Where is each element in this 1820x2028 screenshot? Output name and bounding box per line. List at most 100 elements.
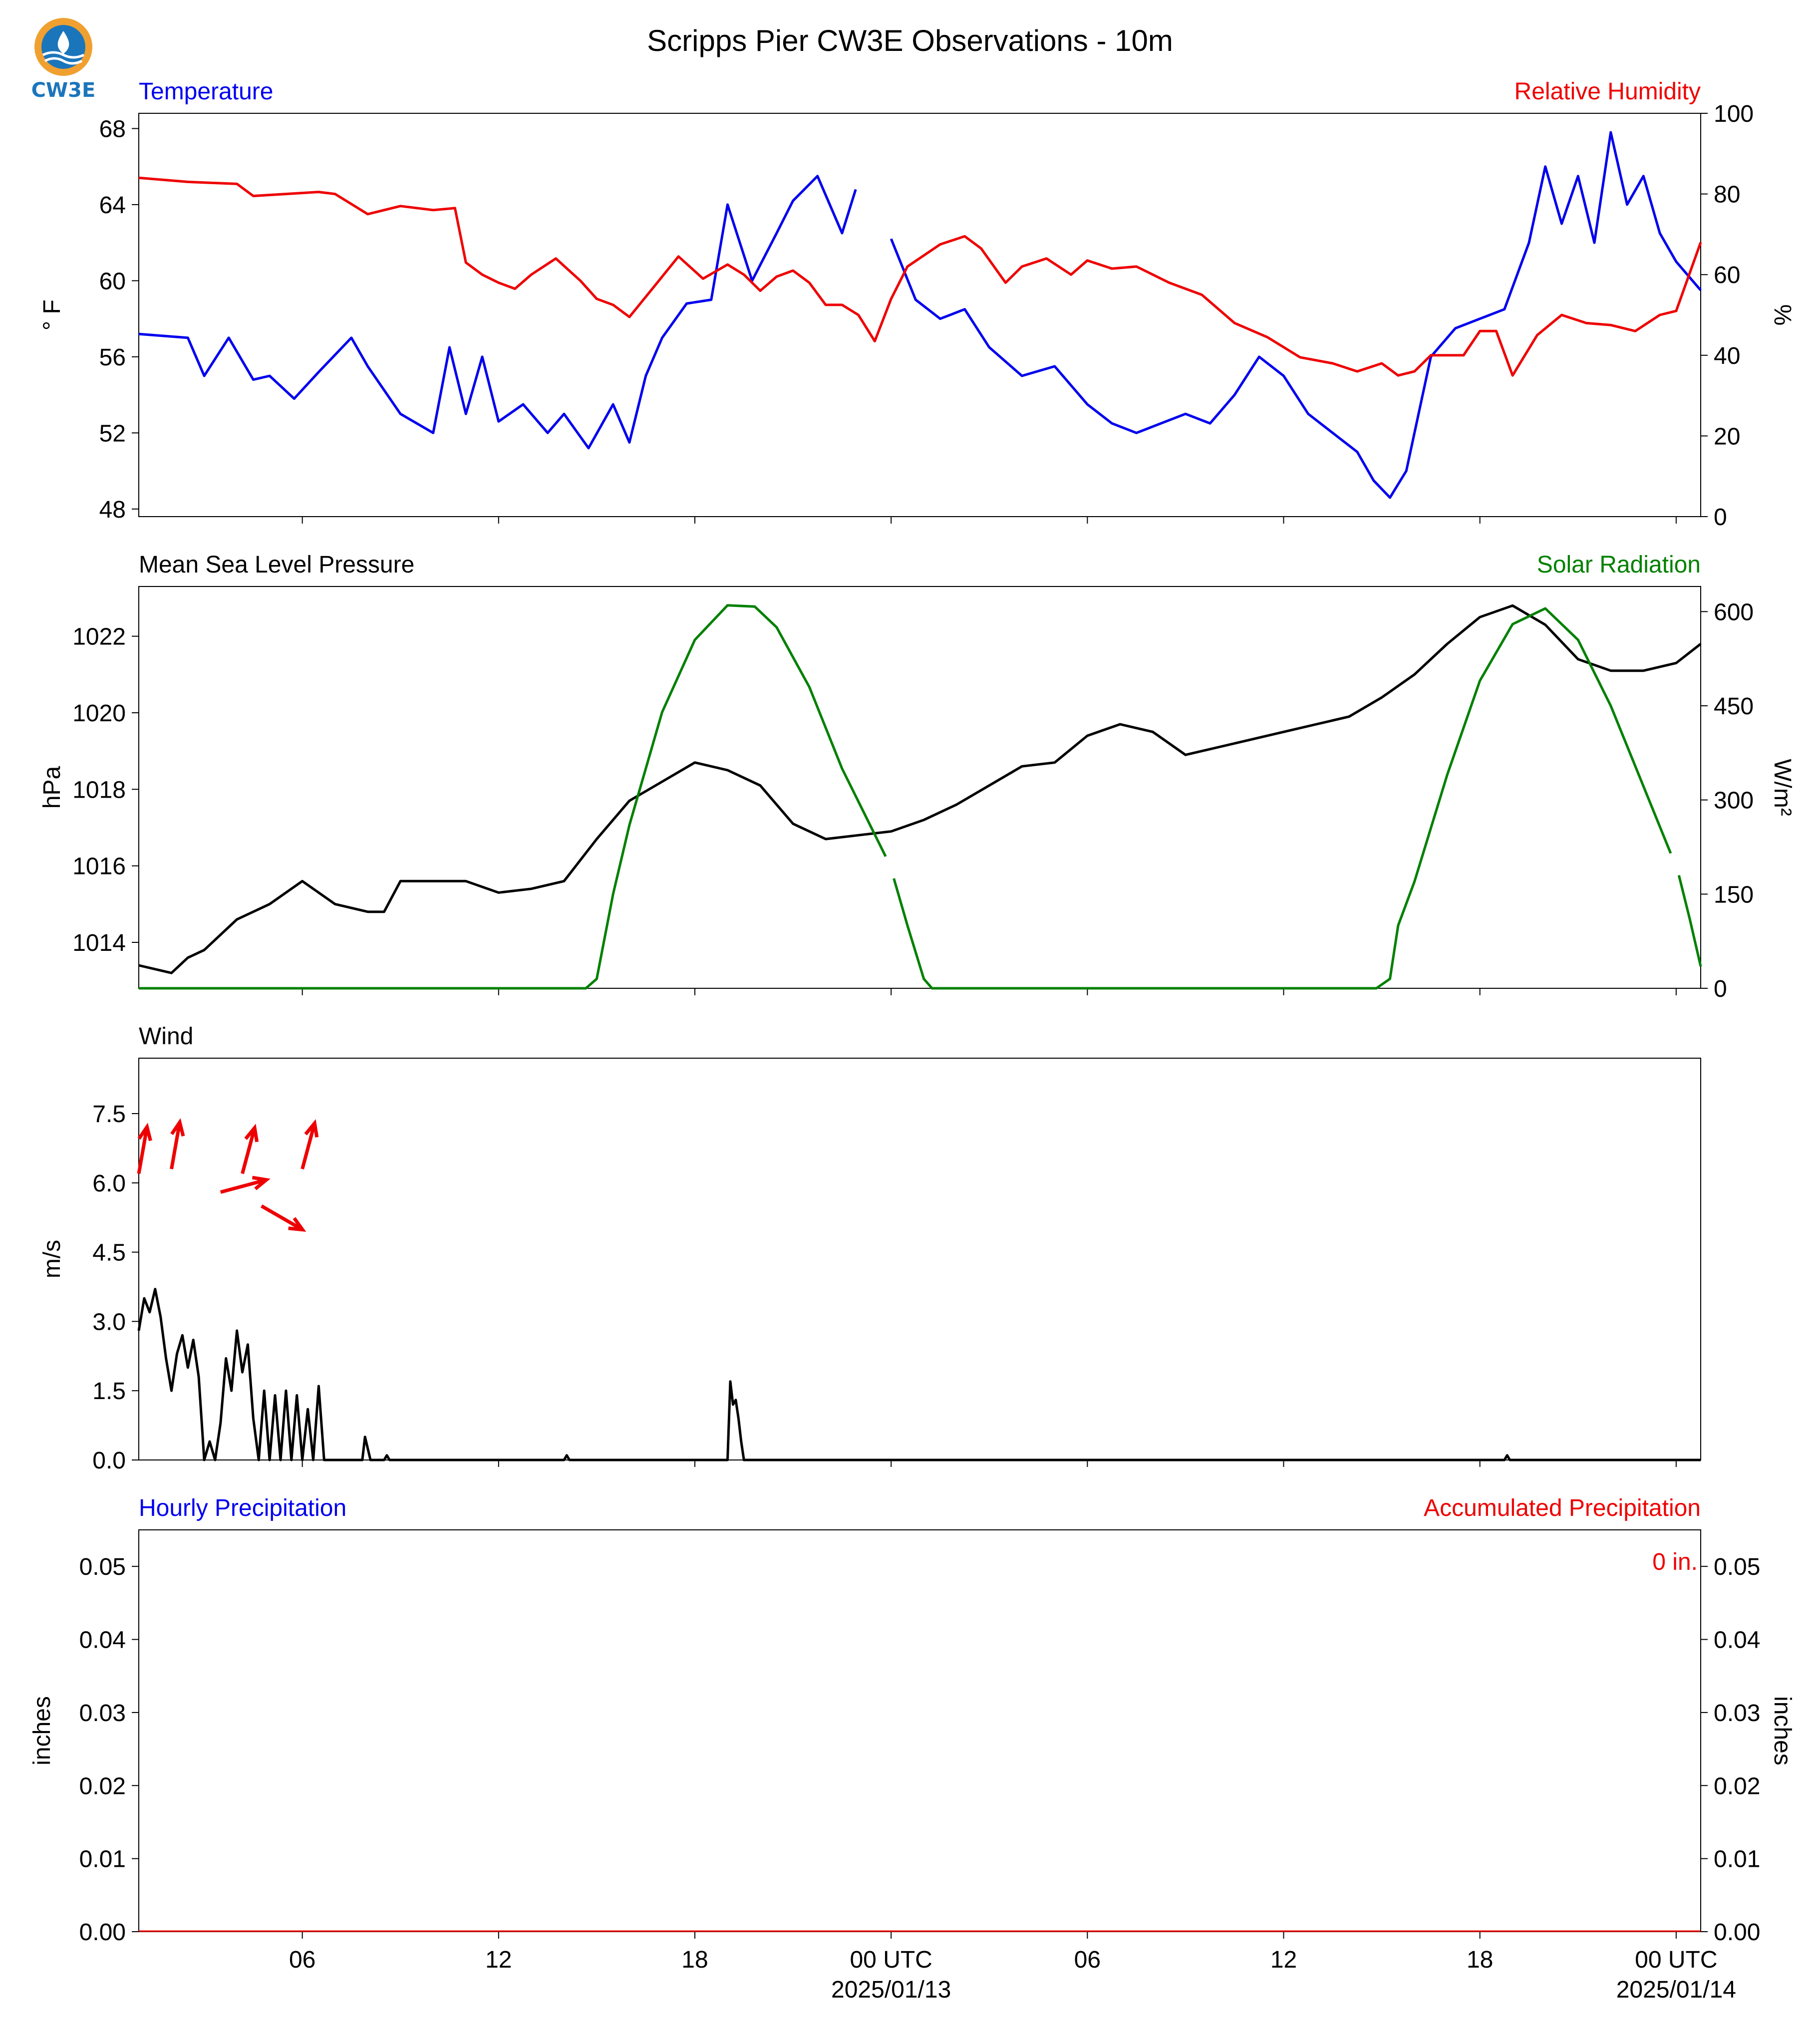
- wind-arrow: [220, 1175, 271, 1194]
- wind-arrow: [260, 1204, 306, 1232]
- y-tick-label-right: 0: [1714, 976, 1727, 1002]
- panel-title-right: Relative Humidity: [1515, 78, 1701, 105]
- chart-panels: Temperature Relative Humidity 48 52 56 60 64 68…: [29, 78, 1796, 2003]
- y-tick-label: 0.05: [79, 1554, 126, 1580]
- figure-title: Scripps Pier CW3E Observations - 10m: [647, 24, 1173, 57]
- plot-frame: [138, 1529, 1701, 1932]
- y-axis-label-right: %: [1769, 304, 1796, 326]
- panel-title-left: Wind: [139, 1023, 193, 1050]
- y-tick-label: 0.01: [79, 1846, 126, 1873]
- y-tick-label: 7.5: [92, 1101, 126, 1128]
- wind-arrow-head: [252, 1175, 271, 1190]
- panel-3: Wind 0.0 1.5 3.0 4.5 6.0 7.5 m/s: [39, 1023, 1701, 1474]
- wind-arrow-shaft: [260, 1204, 303, 1231]
- y-tick-label: 0.02: [79, 1773, 126, 1799]
- wind-arrow: [301, 1119, 319, 1169]
- x-date-label: 2025/01/14: [1616, 1977, 1736, 2003]
- y-tick-label: 3.0: [92, 1309, 126, 1335]
- wind-arrow-shaft: [137, 1127, 149, 1174]
- wind-arrow-shaft: [170, 1122, 182, 1169]
- y-tick-label-right: 0.00: [1714, 1919, 1760, 1946]
- y-tick-label-right: 300: [1714, 788, 1754, 814]
- wind-arrow-shaft: [241, 1127, 257, 1174]
- wind-arrow-head: [288, 1217, 306, 1232]
- y-tick-label: 4.5: [92, 1240, 126, 1266]
- wind-arrow-head: [170, 1118, 185, 1137]
- panel-title-left: Mean Sea Level Pressure: [139, 552, 414, 578]
- x-date-label: 2025/01/13: [831, 1977, 951, 2003]
- y-tick-label-right: 600: [1714, 599, 1754, 625]
- y-tick-label-right: 0: [1714, 504, 1727, 531]
- x-tick-label: 18: [681, 1947, 708, 1973]
- panel-title-left: Hourly Precipitation: [139, 1495, 346, 1521]
- series-line: [139, 604, 887, 990]
- y-tick-label: 1018: [72, 777, 126, 803]
- logo-text: CW3E: [31, 79, 96, 102]
- y-axis-label: m/s: [39, 1240, 65, 1278]
- y-axis-label: ° F: [39, 299, 65, 330]
- y-tick-label-right: 450: [1714, 693, 1754, 720]
- y-tick-label: 48: [99, 497, 126, 523]
- panel-1: Temperature Relative Humidity 48 52 56 60 64 68…: [39, 78, 1796, 531]
- wind-arrow-shaft: [301, 1123, 316, 1169]
- x-tick-label: 12: [485, 1947, 512, 1973]
- series-line: [138, 176, 1702, 377]
- wind-arrow: [137, 1123, 152, 1174]
- series-line: [138, 175, 857, 450]
- wind-arrow-head: [304, 1119, 319, 1138]
- wind-arrow: [170, 1118, 185, 1169]
- wind-arrow-head: [137, 1123, 152, 1142]
- y-axis-label: inches: [29, 1696, 55, 1765]
- y-tick-label: 64: [99, 192, 126, 219]
- plot-frame: [138, 113, 1701, 517]
- y-tick-label: 0.0: [92, 1448, 126, 1474]
- series-line: [893, 607, 1672, 990]
- y-tick-label-right: 40: [1714, 343, 1740, 369]
- wind-arrow: [241, 1124, 259, 1174]
- x-tick-label: 00 UTC: [1635, 1947, 1717, 1973]
- plot-frame: [138, 1058, 1701, 1460]
- y-tick-label: 60: [99, 268, 126, 294]
- y-tick-label: 56: [99, 344, 126, 371]
- y-axis-label-right: W/m²: [1769, 759, 1796, 816]
- y-tick-label-right: 0.04: [1714, 1627, 1760, 1654]
- wind-arrow-shaft: [220, 1178, 267, 1194]
- y-tick-label-right: 0.03: [1714, 1700, 1760, 1727]
- plot-frame: [138, 586, 1701, 989]
- y-tick-label: 6.0: [92, 1170, 126, 1197]
- y-tick-label: 68: [99, 116, 126, 142]
- accumulated-annotation: 0 in.: [1652, 1549, 1698, 1575]
- y-axis-label-right: inches: [1769, 1696, 1796, 1765]
- panel-title-right: Solar Radiation: [1537, 552, 1701, 578]
- panel-title-right: Accumulated Precipitation: [1424, 1495, 1701, 1521]
- x-tick-label: 00 UTC: [850, 1947, 932, 1973]
- series-line: [890, 131, 1702, 499]
- panel-2: Mean Sea Level Pressure Solar Radiation 10…: [39, 552, 1796, 1002]
- y-tick-label-right: 60: [1714, 262, 1740, 289]
- y-axis-label: hPa: [39, 766, 65, 809]
- series-line: [1677, 874, 1702, 967]
- y-tick-label: 0.04: [79, 1627, 126, 1654]
- y-tick-label-right: 0.05: [1714, 1554, 1760, 1580]
- x-tick-label: 12: [1270, 1947, 1297, 1973]
- cw3e-logo: CW3E: [26, 16, 101, 103]
- y-tick-label-right: 80: [1714, 182, 1740, 208]
- x-tick-label: 06: [289, 1947, 315, 1973]
- y-tick-label: 1014: [72, 930, 126, 956]
- y-tick-label: 52: [99, 420, 126, 447]
- y-tick-label: 1022: [72, 624, 126, 650]
- y-tick-label: 1.5: [92, 1378, 126, 1405]
- y-tick-label: 0.00: [79, 1919, 126, 1946]
- y-tick-label-right: 0.01: [1714, 1846, 1760, 1873]
- y-tick-label-right: 100: [1714, 101, 1754, 127]
- y-tick-label: 0.03: [79, 1700, 126, 1727]
- y-tick-label-right: 150: [1714, 881, 1754, 908]
- y-tick-label-right: 0.02: [1714, 1773, 1760, 1799]
- panel-title-left: Temperature: [139, 78, 273, 105]
- wind-arrow-head: [244, 1124, 259, 1143]
- y-tick-label: 1020: [72, 700, 126, 727]
- x-tick-label: 18: [1467, 1947, 1493, 1973]
- x-tick-label: 06: [1074, 1947, 1101, 1973]
- series-line: [138, 604, 1702, 974]
